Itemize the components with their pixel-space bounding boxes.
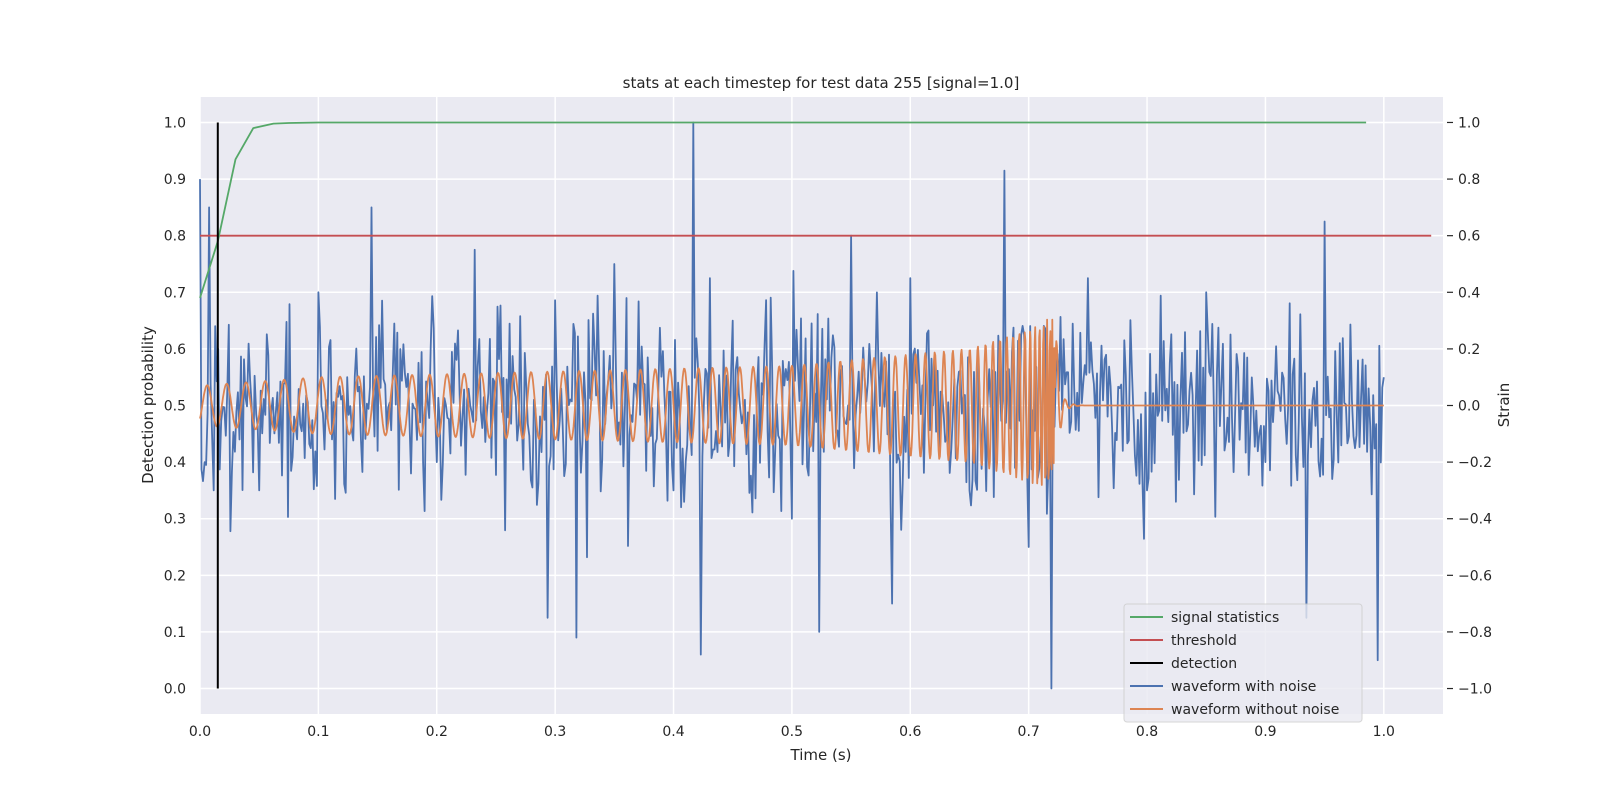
series-line-waveform-without-noise bbox=[199, 318, 1385, 486]
y-tick-label-left: 0.7 bbox=[164, 285, 186, 301]
y-tick-label-right: 0.8 bbox=[1458, 172, 1480, 188]
tick-labels: 0.0 0.1 0.2 0.3 0.4 0.5 0.6 0.7 0.8 0.9 1.0 0.0 0.1 0… bbox=[164, 115, 1492, 740]
y-tick-label-right: −0.2 bbox=[1458, 455, 1492, 471]
y-tick-label-left: 0.1 bbox=[164, 625, 186, 641]
y-axis-label-right: Strain bbox=[1495, 383, 1513, 427]
y-axis-label-left: Detection probability bbox=[139, 326, 157, 484]
legend-box bbox=[1123, 603, 1363, 723]
y-tick-label-right: −0.8 bbox=[1458, 625, 1492, 641]
y-tick-label-left: 0.9 bbox=[164, 172, 186, 188]
y-tick-label-right: 0.0 bbox=[1458, 399, 1480, 415]
x-tick-label: 0.4 bbox=[662, 724, 684, 740]
y-tick-label-right: 0.6 bbox=[1458, 229, 1480, 245]
x-tick-label: 0.1 bbox=[307, 724, 329, 740]
x-tick-label: 0.2 bbox=[426, 724, 448, 740]
y-tick-label-right: −0.6 bbox=[1458, 568, 1492, 584]
y-tick-label-left: 1.0 bbox=[164, 115, 186, 131]
legend-label-detection: detection bbox=[1171, 656, 1237, 672]
y-tick-label-left: 0.0 bbox=[164, 682, 186, 698]
series-line-waveform-with-noise bbox=[199, 121, 1385, 690]
x-tick-label: 0.3 bbox=[544, 724, 566, 740]
chart-title: stats at each timestep for test data 255… bbox=[623, 74, 1020, 92]
legend-label-waveform-without-noise: waveform without noise bbox=[1171, 702, 1339, 718]
y-tick-label-left: 0.3 bbox=[164, 512, 186, 528]
legend-label-signal-statistics: signal statistics bbox=[1171, 610, 1279, 626]
y-tick-label-left: 0.6 bbox=[164, 342, 186, 358]
x-tick-label: 0.8 bbox=[1136, 724, 1158, 740]
y-tick-label-left: 0.2 bbox=[164, 568, 186, 584]
x-tick-label: 0.5 bbox=[781, 724, 803, 740]
x-tick-label: 0.0 bbox=[189, 724, 211, 740]
y-tick-label-left: 0.4 bbox=[164, 455, 186, 471]
y-tick-label-left: 0.8 bbox=[164, 229, 186, 245]
x-tick-label: 0.6 bbox=[899, 724, 921, 740]
x-axis-label: Time (s) bbox=[790, 746, 852, 764]
legend: signal statistics threshold detection wa… bbox=[1123, 603, 1363, 723]
y-tick-label-right: 0.4 bbox=[1458, 285, 1480, 301]
series-line-signal-statistics bbox=[199, 121, 1367, 299]
legend-label-threshold: threshold bbox=[1171, 633, 1237, 649]
y-tick-label-right: 0.2 bbox=[1458, 342, 1480, 358]
y-tick-label-right: −1.0 bbox=[1458, 682, 1492, 698]
x-tick-label: 0.9 bbox=[1254, 724, 1276, 740]
x-tick-label: 0.7 bbox=[1018, 724, 1040, 740]
legend-label-waveform-with-noise: waveform with noise bbox=[1171, 679, 1316, 695]
y-tick-label-right: 1.0 bbox=[1458, 115, 1480, 131]
series-layer bbox=[199, 121, 1432, 690]
y-tick-label-left: 0.5 bbox=[164, 399, 186, 415]
y-tick-label-right: −0.4 bbox=[1458, 512, 1492, 528]
x-tick-label: 1.0 bbox=[1373, 724, 1395, 740]
